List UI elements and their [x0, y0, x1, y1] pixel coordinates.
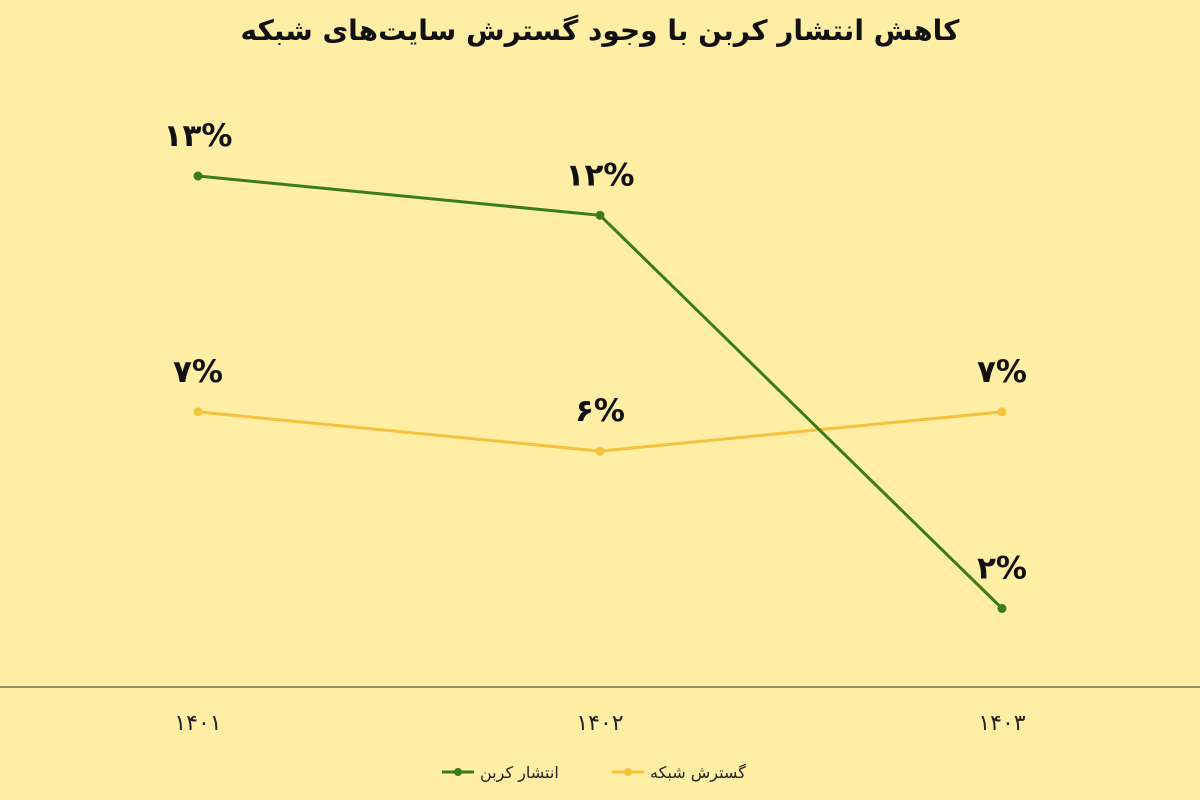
legend-label: گسترش شبکه [650, 763, 746, 783]
data-label-1-0: ۷% [173, 354, 223, 390]
legend-label: انتشار کربن [480, 763, 559, 783]
data-label-0-2: ۲% [977, 550, 1027, 586]
data-label-1-2: ۷% [977, 354, 1027, 390]
legend-item-0: انتشار کربن [442, 763, 559, 783]
data-point-0-2 [997, 603, 1007, 613]
chart-title: کاهش انتشار کربن با وجود گسترش سایت‌های … [241, 14, 961, 47]
x-tick-layer: ۱۴۰۱ ۱۴۰۲ ۱۴۰۳ [174, 711, 1025, 736]
data-label-1-1: ۶% [575, 393, 625, 429]
legend-swatch-marker [624, 768, 632, 776]
data-point-1-0 [193, 407, 203, 417]
data-label-layer: ۷% ۶% ۷% ۱۳% ۱۲% ۲% [164, 118, 1027, 586]
legend-item-1: گسترش شبکه [612, 763, 746, 783]
series-layer [193, 171, 1007, 613]
data-point-1-1 [595, 446, 605, 456]
x-tick-label-0: ۱۴۰۱ [174, 711, 221, 736]
x-tick-label-1: ۱۴۰۲ [576, 711, 623, 736]
data-point-1-2 [997, 407, 1007, 417]
data-label-0-0: ۱۳% [164, 118, 233, 154]
legend-swatch-marker [454, 768, 462, 776]
data-point-0-0 [193, 171, 203, 181]
data-label-0-1: ۱۲% [566, 157, 635, 193]
legend: انتشار کربن گسترش شبکه [442, 763, 746, 783]
data-point-0-1 [595, 210, 605, 220]
x-tick-label-2: ۱۴۰۳ [978, 711, 1025, 736]
